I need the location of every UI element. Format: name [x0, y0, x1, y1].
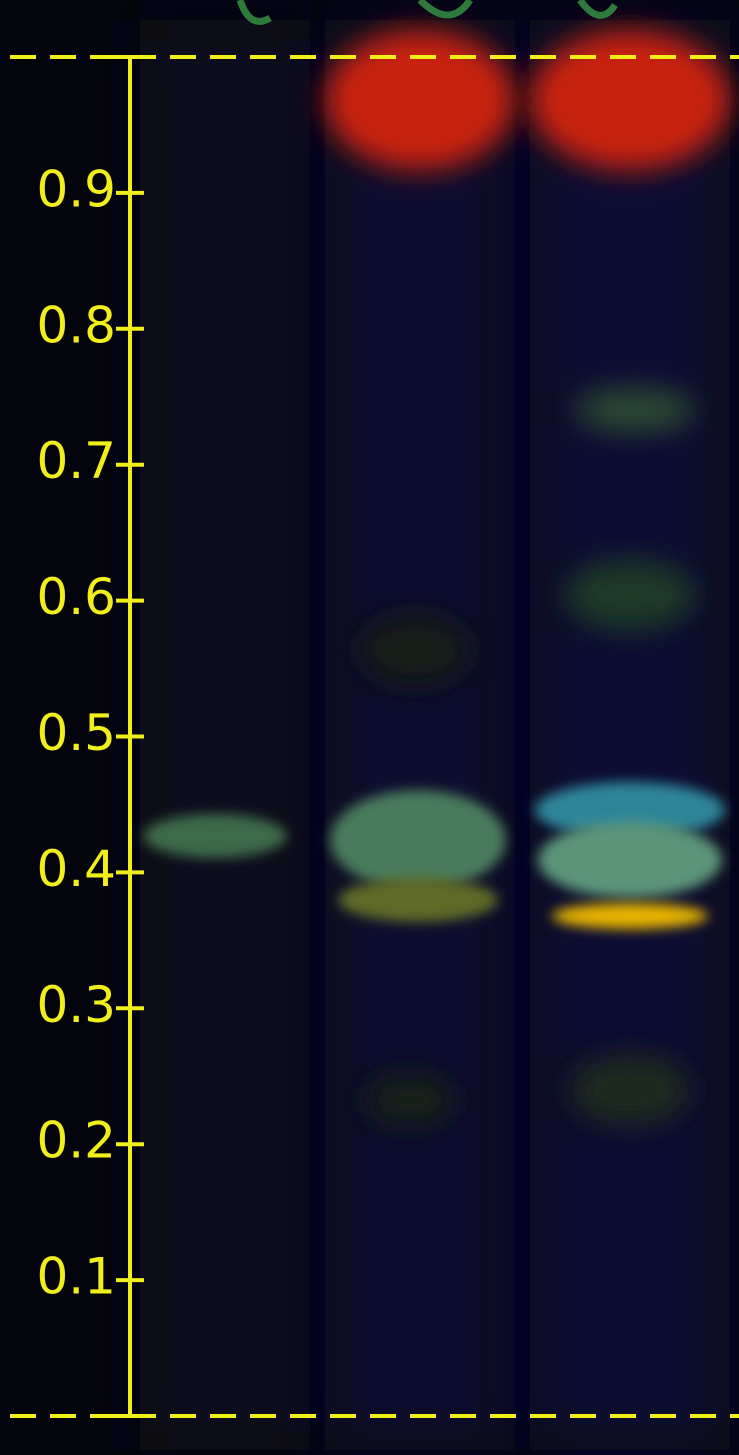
- tlc-plate: 0.1 0.2 0.3 0.4 0.5 0.6 0.7 0.8 0.9: [0, 0, 739, 1455]
- spot: [570, 1055, 690, 1125]
- tick-label: 0.2: [36, 1112, 116, 1170]
- lane: [325, 20, 515, 1450]
- page: 0.10.20.30.40.50.60.70.80.9 (() => { con…: [0, 0, 739, 1455]
- lane: [530, 20, 730, 1450]
- spot: [552, 903, 708, 929]
- lane: [140, 20, 310, 1450]
- tick-label: 0.6: [36, 568, 116, 626]
- tick-label: 0.1: [36, 1248, 116, 1306]
- lanes: [140, 20, 730, 1450]
- spot: [565, 560, 695, 630]
- tick-label: 0.5: [36, 704, 116, 762]
- tick-label: 0.7: [36, 432, 116, 490]
- spot: [360, 615, 470, 685]
- spot: [338, 878, 498, 922]
- tick-label: 0.8: [36, 296, 116, 354]
- spot: [575, 388, 695, 432]
- tick-label: 0.3: [36, 976, 116, 1034]
- tick-label: 0.4: [36, 840, 116, 898]
- spot: [365, 1075, 455, 1125]
- spot: [325, 30, 515, 170]
- spot: [330, 790, 506, 890]
- spot: [143, 814, 287, 858]
- spot: [530, 30, 730, 170]
- spot: [538, 822, 722, 898]
- tick-label: 0.9: [36, 160, 116, 218]
